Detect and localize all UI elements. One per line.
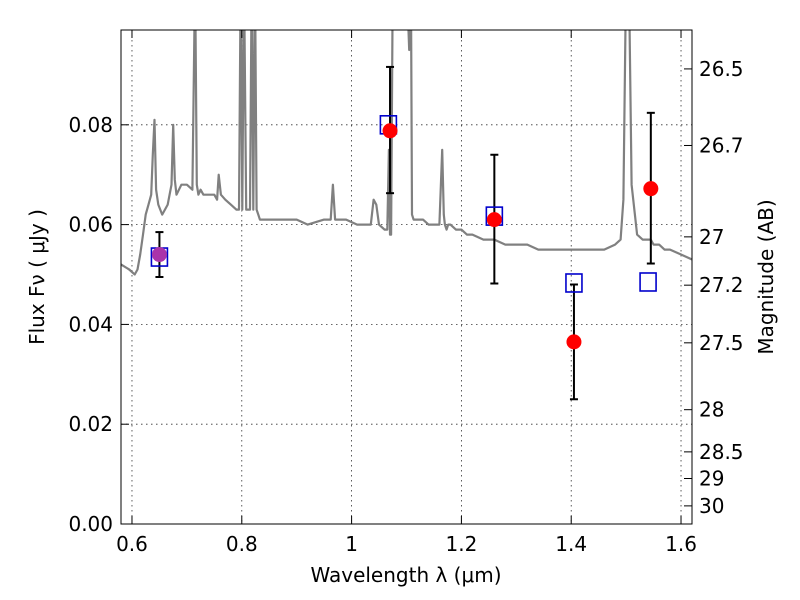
y-axis-label: Flux Fν ( μJy ) — [25, 209, 49, 345]
y-tick-label: 0.06 — [68, 213, 113, 237]
observed-photometry-point — [566, 334, 582, 350]
magnitude-tick-label: 28 — [699, 398, 724, 422]
x-tick-label: 1.6 — [665, 532, 697, 556]
error-bars — [155, 65, 655, 401]
plot-area — [121, 30, 692, 276]
model-photometry-point — [565, 273, 583, 293]
x-tick-label: 1.2 — [445, 532, 477, 556]
grid-lines — [121, 30, 692, 525]
x-tick-labels: 0.6 0.8 1 1.2 1.4 1.6 — [116, 532, 697, 556]
y-tick-labels: 0.00 0.02 0.04 0.06 0.08 — [68, 113, 113, 536]
magnitude-tick-label: 26.7 — [699, 133, 744, 157]
spectrum-line — [121, 30, 692, 276]
x-tick-label: 1.4 — [555, 532, 587, 556]
plot-frame — [120, 29, 693, 525]
y-tick-label: 0.04 — [68, 312, 113, 336]
magnitude-tick-label: 28.5 — [699, 440, 744, 464]
markers — [150, 115, 659, 350]
magnitude-tick-label: 27.5 — [699, 331, 744, 355]
model-photometry-point — [639, 272, 657, 292]
x-axis-label: Wavelength λ (μm) — [310, 563, 501, 587]
y-tick-label: 0.00 — [68, 512, 113, 536]
magnitude-axis-label: Magnitude (AB) — [754, 199, 778, 354]
observed-photometry-point — [151, 247, 167, 263]
y-tick-label: 0.02 — [68, 412, 113, 436]
magnitude-tick-label: 27.2 — [699, 273, 744, 297]
y-tick-label: 0.08 — [68, 113, 113, 137]
observed-photometry-point — [486, 212, 502, 228]
observed-photometry-point — [382, 123, 398, 139]
x-tick-label: 1 — [345, 532, 358, 556]
magnitude-tick-label: 29 — [699, 466, 724, 490]
magnitude-tick-labels: 26.5 26.7 27 27.2 27.5 28 28.529 30 — [699, 57, 744, 518]
x-tick-label: 0.8 — [226, 532, 258, 556]
magnitude-tick-label: 30 — [699, 494, 724, 518]
observed-photometry-point — [643, 181, 659, 197]
axis-ticks — [121, 30, 692, 525]
magnitude-tick-label: 27 — [699, 225, 724, 249]
x-tick-label: 0.6 — [116, 532, 148, 556]
magnitude-tick-label: 26.5 — [699, 57, 744, 81]
